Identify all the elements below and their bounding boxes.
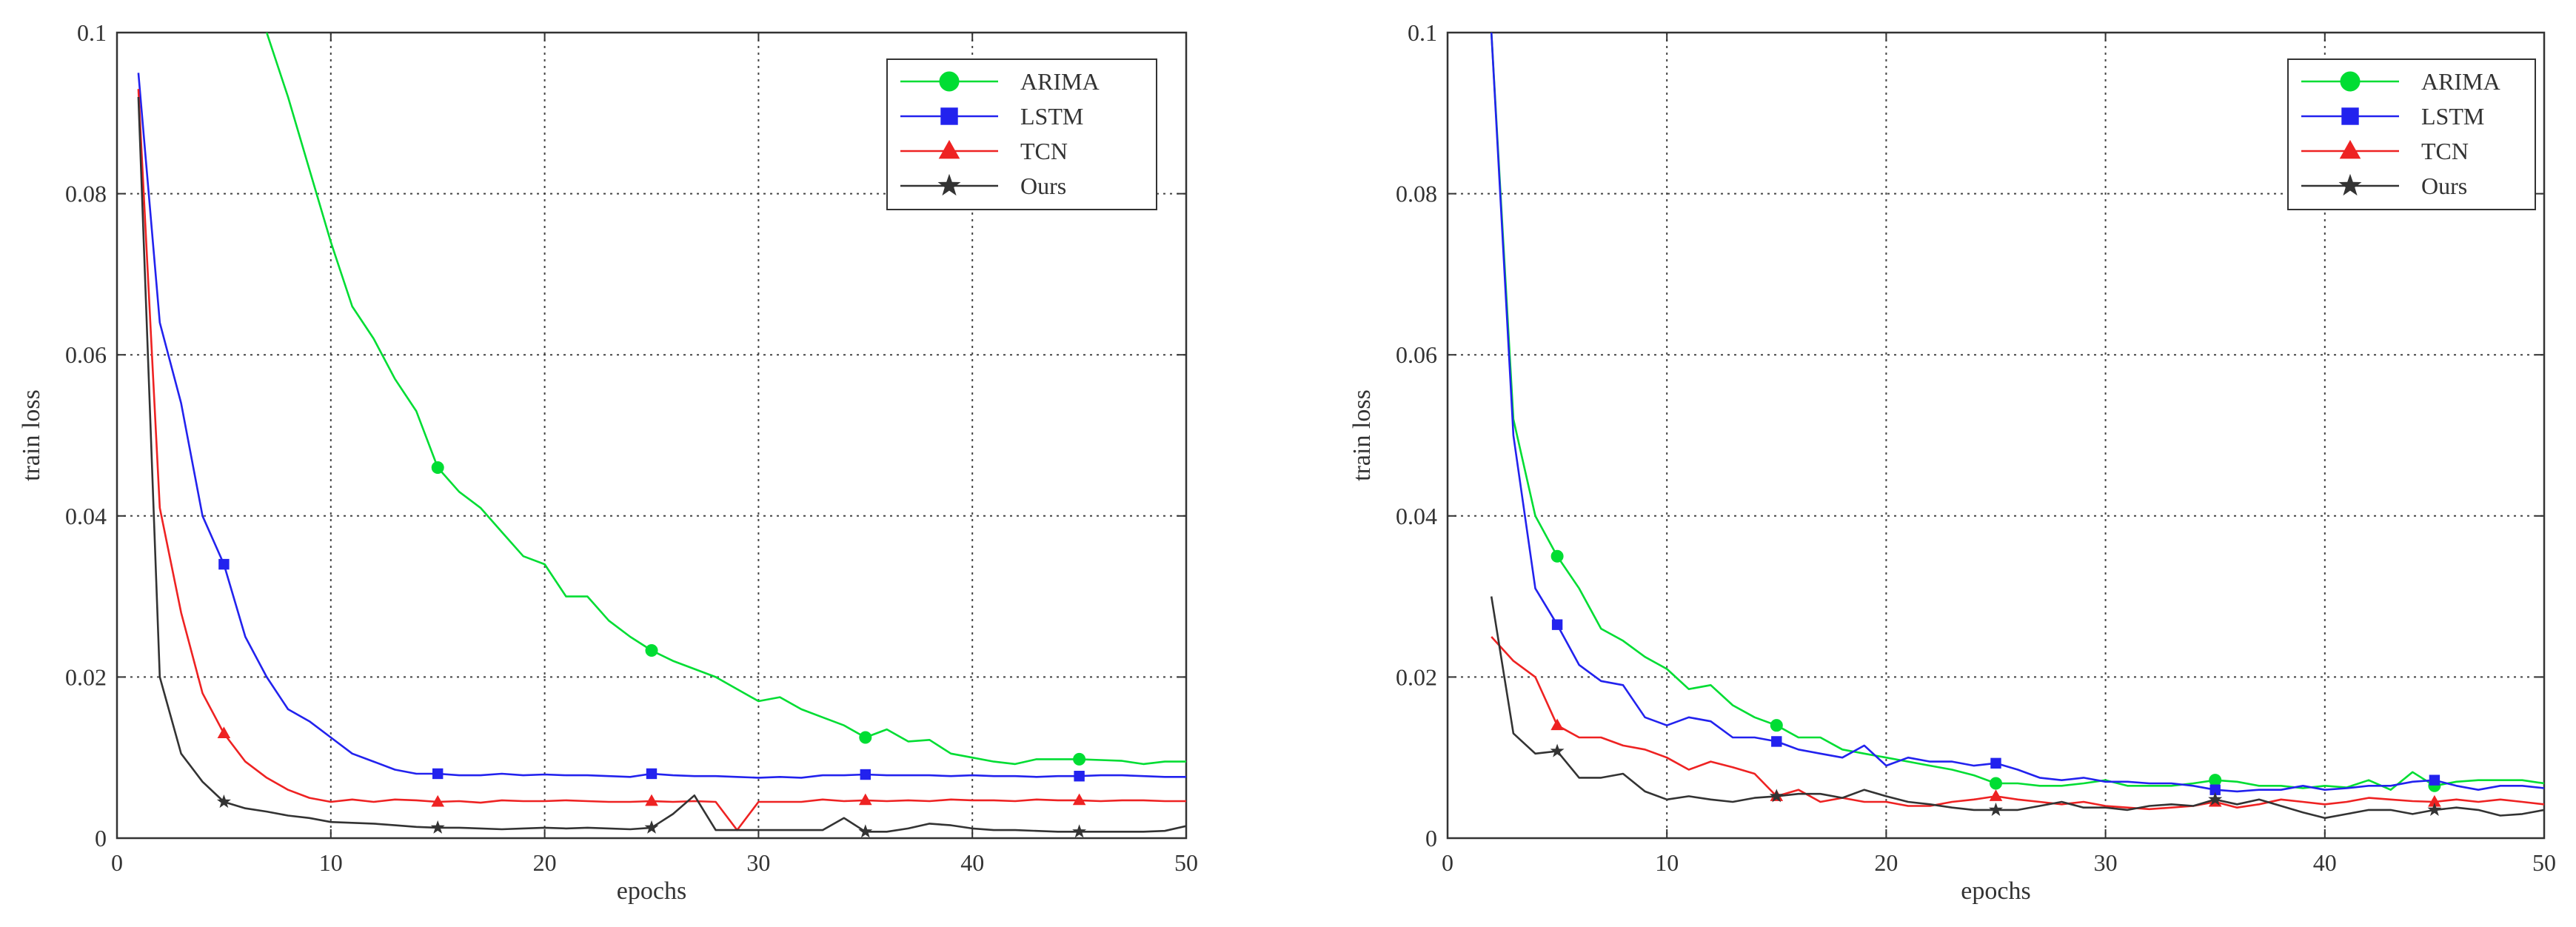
data-point-ours	[644, 820, 659, 834]
legend-marker-arima	[2340, 71, 2361, 92]
data-point-ours	[1072, 824, 1087, 838]
data-point-ours	[2208, 792, 2223, 806]
y-tick-label: 0.02	[65, 663, 107, 690]
legend-label-ours: Ours	[1020, 173, 1066, 199]
chart-2: 0 10 20 30 40 50 0 0.02 0.04 0.06 0.08 0.1 epochs tra…	[1348, 19, 2556, 905]
legend: ARIMA LSTM TCN Ours	[886, 58, 1157, 210]
data-point-tcn	[645, 794, 658, 806]
legend-label-lstm: LSTM	[1020, 103, 1083, 130]
legend-marker-arima	[939, 71, 960, 92]
series-line-tcn	[137, 89, 1186, 831]
x-tick-label: 30	[746, 849, 770, 876]
y-tick-label: 0	[95, 825, 107, 851]
data-point-lstm	[1551, 619, 1563, 630]
plot-frame	[1446, 31, 2546, 840]
data-point-tcn	[2428, 794, 2441, 807]
y-tick-label: 0.04	[1396, 503, 1437, 529]
y-tick-label: 0.06	[65, 341, 107, 368]
y-tick-label: 0.1	[1408, 19, 1437, 46]
y-tick-label: 0.1	[77, 19, 107, 46]
data-point-lstm	[860, 769, 871, 780]
data-point-tcn	[859, 793, 872, 806]
legend-label-tcn: TCN	[2421, 138, 2469, 164]
x-tick-label: 50	[2532, 849, 2556, 876]
data-point-lstm	[646, 768, 658, 780]
data-point-tcn	[217, 726, 231, 738]
plot-area	[1490, 33, 2544, 820]
data-point-ours	[1989, 802, 2003, 816]
legend-marker-ours	[2338, 173, 2362, 196]
series-line-arima	[265, 33, 1186, 766]
data-point-ours	[430, 820, 445, 834]
legend-label-ours: Ours	[2421, 173, 2467, 199]
data-point-lstm	[1771, 736, 1782, 747]
legend-marker-tcn	[2339, 140, 2361, 159]
data-point-tcn	[1072, 793, 1086, 806]
legend-box	[2287, 58, 2536, 210]
series-line-arima	[1490, 33, 2544, 791]
y-tick-label: 0.02	[1396, 663, 1437, 690]
chart-1: 0 10 20 30 40 50 0 0.02 0.04 0.06 0.08 0.1 epochs tra…	[18, 19, 1198, 905]
x-tick-label: 20	[533, 849, 557, 876]
legend-marker-lstm	[2341, 107, 2359, 125]
x-tick-label: 0	[1442, 849, 1453, 876]
data-point-lstm	[218, 558, 230, 570]
data-point-lstm	[432, 768, 444, 780]
y-tick-label: 0	[1425, 825, 1437, 851]
data-point-arima	[431, 461, 444, 475]
y-tick-label: 0.04	[65, 503, 107, 529]
data-point-arima	[1990, 777, 2002, 790]
legend: ARIMA LSTM TCN Ours	[2287, 58, 2536, 210]
legend-marker-ours	[937, 173, 961, 196]
data-point-tcn	[431, 794, 444, 807]
y-tick-label: 0.06	[1396, 341, 1437, 368]
data-point-ours	[1550, 743, 1565, 757]
x-tick-label: 10	[1655, 849, 1679, 876]
series-line-ours	[137, 96, 1186, 833]
data-point-arima	[859, 731, 872, 744]
data-point-ours	[858, 824, 873, 838]
x-axis-label: epochs	[617, 877, 686, 905]
data-point-ours	[1769, 789, 1784, 803]
data-point-ours	[216, 794, 231, 809]
x-tick-label: 0	[111, 849, 123, 876]
data-point-arima	[2209, 774, 2222, 787]
y-axis-label: train loss	[18, 389, 45, 481]
series-line-lstm	[137, 73, 1186, 779]
plot-frame	[116, 31, 1188, 840]
series-line-ours	[1490, 596, 2544, 820]
y-tick-label: 0.08	[65, 181, 107, 207]
data-point-lstm	[1074, 771, 1085, 782]
series-line-lstm	[1490, 33, 2544, 793]
x-tick-label: 40	[2313, 849, 2337, 876]
data-point-ours	[2427, 802, 2442, 816]
legend-label-tcn: TCN	[1020, 138, 1068, 164]
x-tick-label: 40	[960, 849, 984, 876]
legend-label-lstm: LSTM	[2421, 103, 2484, 130]
legend-label-arima: ARIMA	[1020, 68, 1100, 95]
series-line-tcn	[1491, 636, 2544, 811]
legend-marker-lstm	[940, 107, 958, 125]
x-axis-label: epochs	[1961, 877, 2030, 905]
data-point-lstm	[2429, 774, 2440, 786]
x-tick-label: 20	[1874, 849, 1898, 876]
legend-label-arima: ARIMA	[2421, 68, 2500, 95]
x-tick-label: 50	[1174, 849, 1198, 876]
data-point-arima	[1770, 719, 1783, 732]
data-point-tcn	[1989, 789, 2003, 801]
data-point-arima	[645, 643, 658, 657]
legend-box	[886, 58, 1157, 210]
x-tick-label: 10	[319, 849, 343, 876]
plot-area	[137, 33, 1186, 838]
legend-marker-tcn	[938, 140, 960, 159]
data-point-arima	[1073, 752, 1086, 766]
data-point-lstm	[2209, 784, 2221, 795]
y-axis-label: train loss	[1348, 389, 1376, 481]
y-tick-label: 0.08	[1396, 181, 1437, 207]
data-point-arima	[1550, 549, 1564, 563]
data-point-tcn	[1550, 718, 1564, 731]
data-point-lstm	[1990, 757, 2001, 769]
x-tick-label: 30	[2094, 849, 2118, 876]
